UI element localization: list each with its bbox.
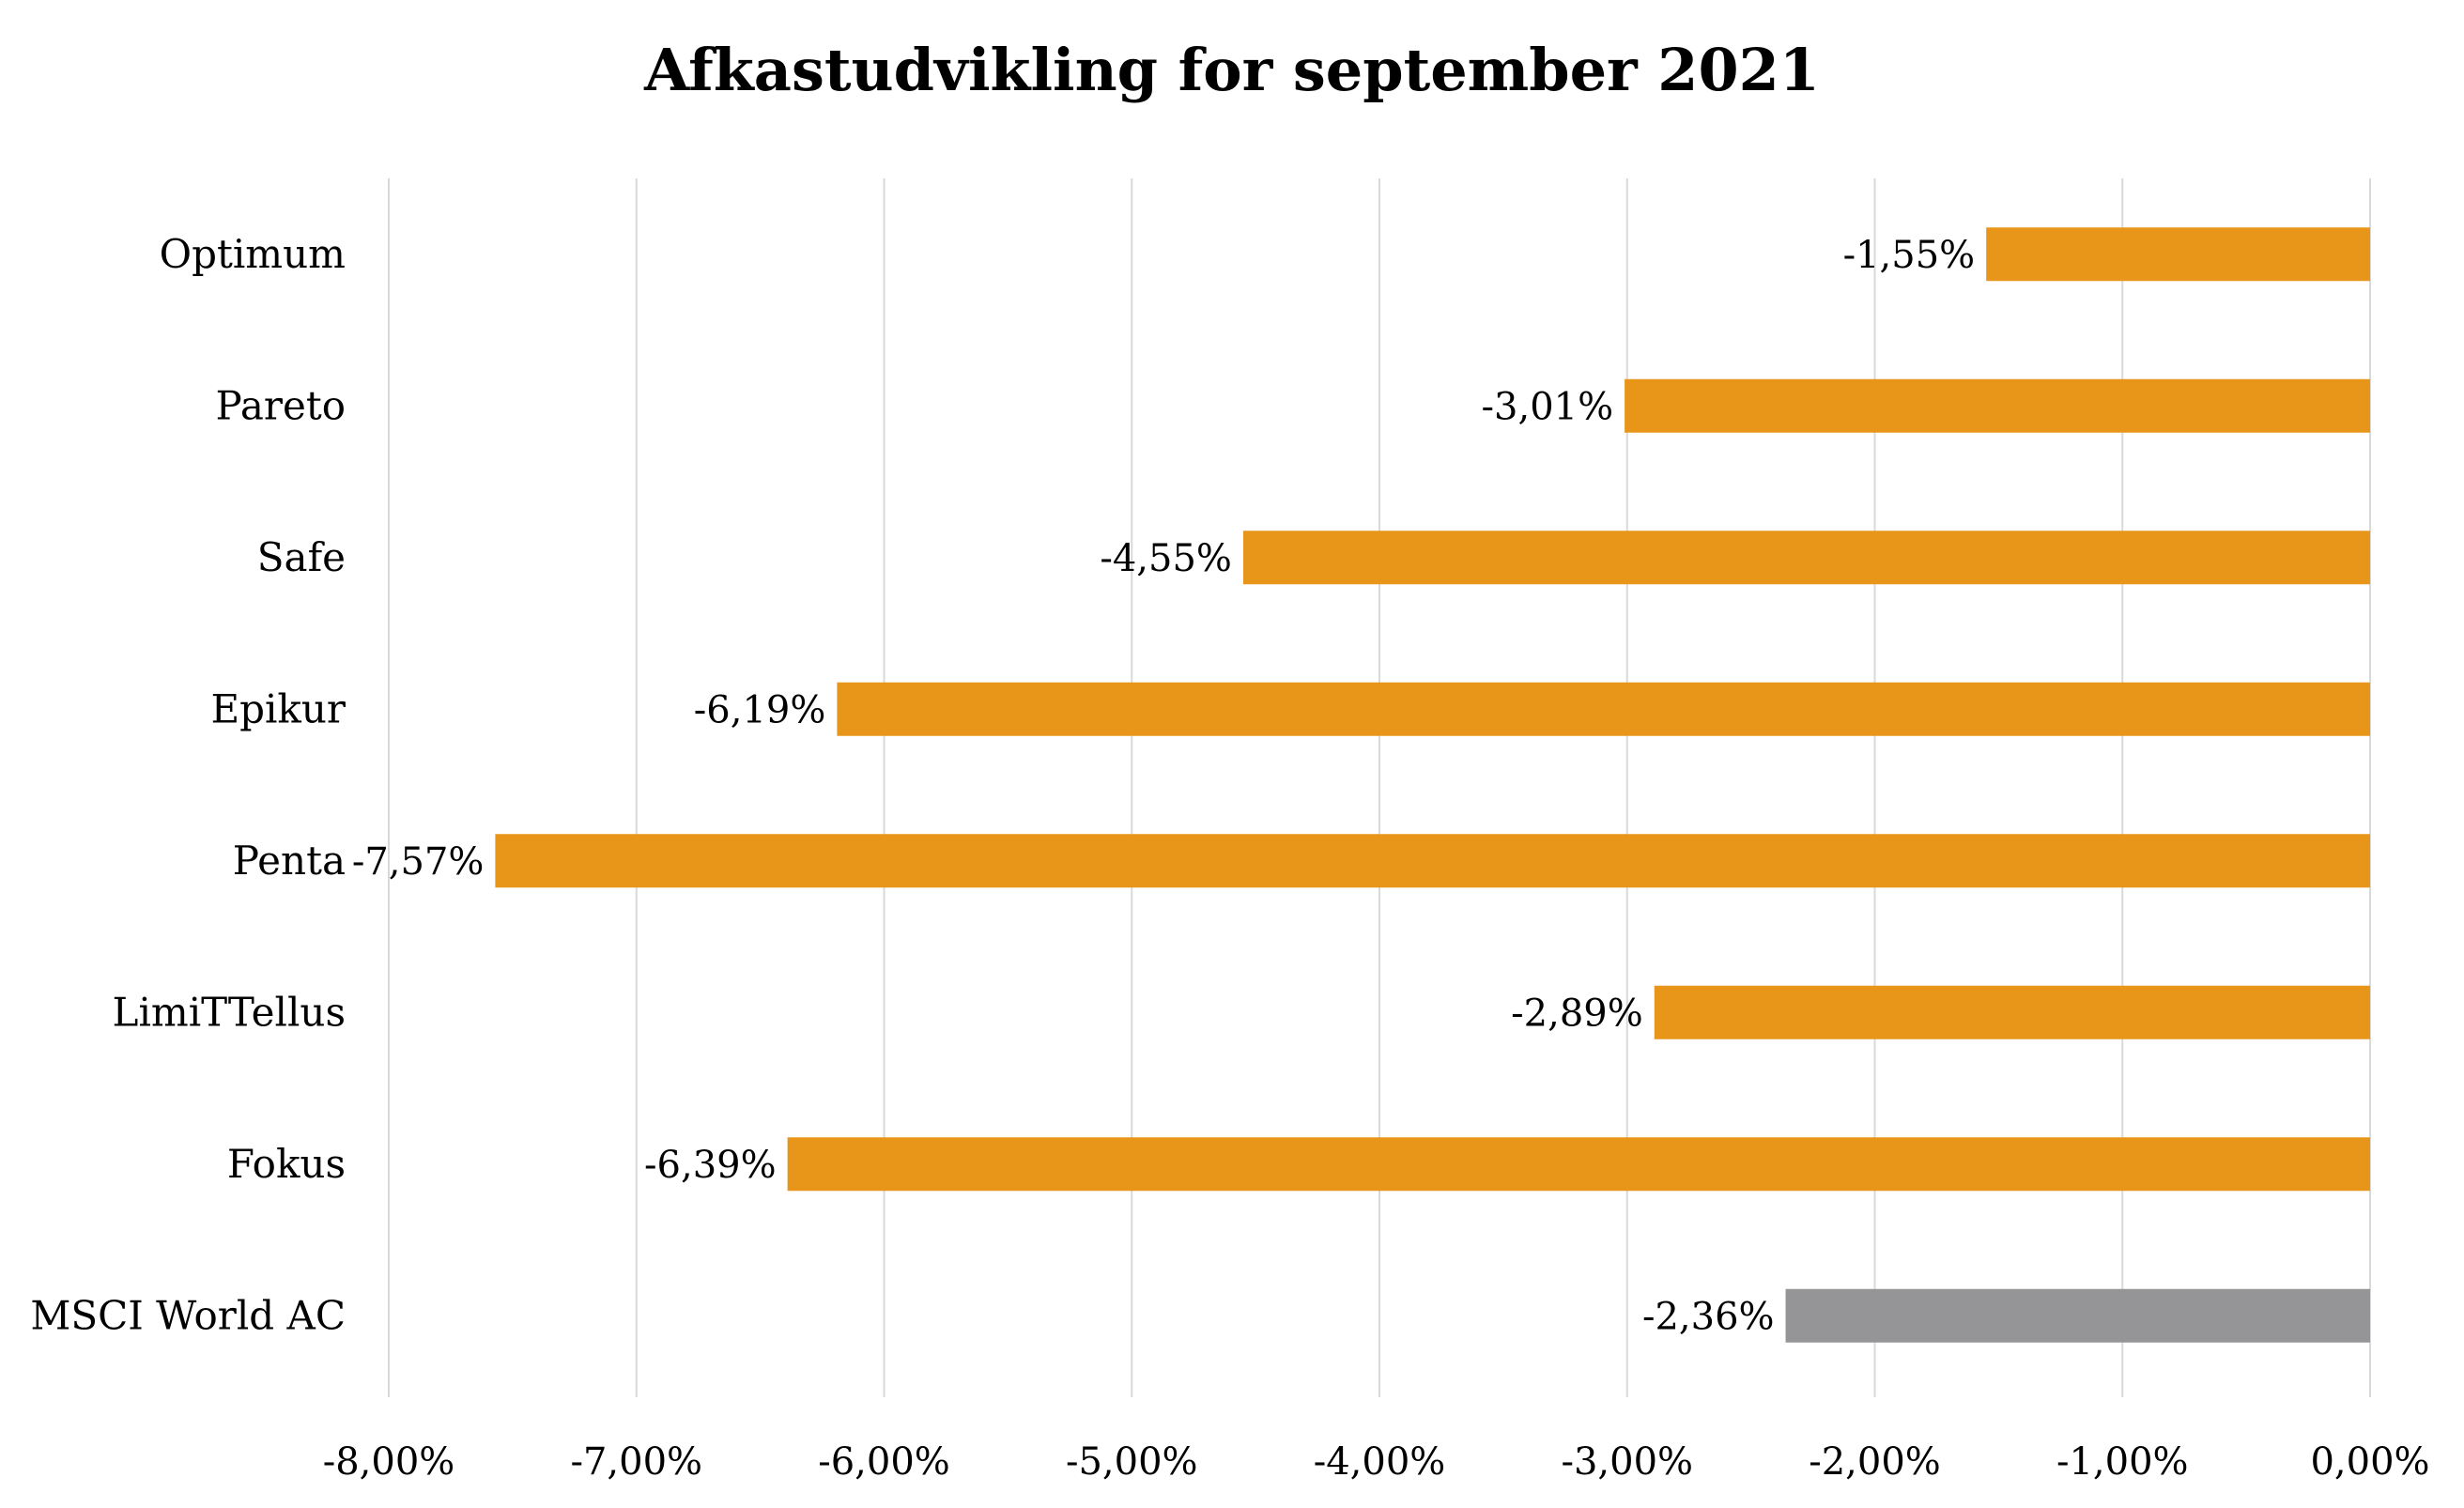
bar [1654,985,2370,1039]
bar [1986,227,2370,282]
x-tick-label: -3,00% [1561,1440,1693,1484]
x-tick-label: -2,00% [1809,1440,1941,1484]
category-label: MSCI World AC [30,1292,346,1338]
x-tick-label: 0,00% [2310,1440,2429,1484]
data-label: -2,89% [1511,992,1643,1035]
x-tick-label: -8,00% [323,1440,455,1484]
x-tick-label: -6,00% [818,1440,950,1484]
data-label: -1,55% [1843,234,1976,277]
bar [1242,531,2370,585]
data-label: -6,39% [644,1144,777,1187]
bar [495,834,2370,888]
category-label: Pareto [215,382,346,428]
x-tick-label: -4,00% [1314,1440,1446,1484]
category-label: Epikur [210,685,346,731]
bar [837,682,2371,736]
data-label: -2,36% [1642,1295,1775,1338]
category-label: Safe [257,534,346,580]
category-label: Penta [233,838,346,884]
data-label: -7,57% [352,840,485,884]
category-label: LimiTTellus [113,989,346,1035]
bar [787,1137,2371,1192]
category-label: Optimum [160,231,346,277]
chart-title: Afkastudvikling for september 2021 [644,36,1820,104]
x-tick-label: -7,00% [570,1440,702,1484]
x-tick-label: -5,00% [1066,1440,1198,1484]
x-tick-label: -1,00% [2056,1440,2189,1484]
data-label: -6,19% [694,688,826,731]
category-label: Fokus [227,1141,346,1187]
data-label: -4,55% [1100,537,1232,580]
bar [1625,378,2370,433]
bar [1785,1288,2370,1343]
data-label: -3,01% [1482,385,1614,428]
